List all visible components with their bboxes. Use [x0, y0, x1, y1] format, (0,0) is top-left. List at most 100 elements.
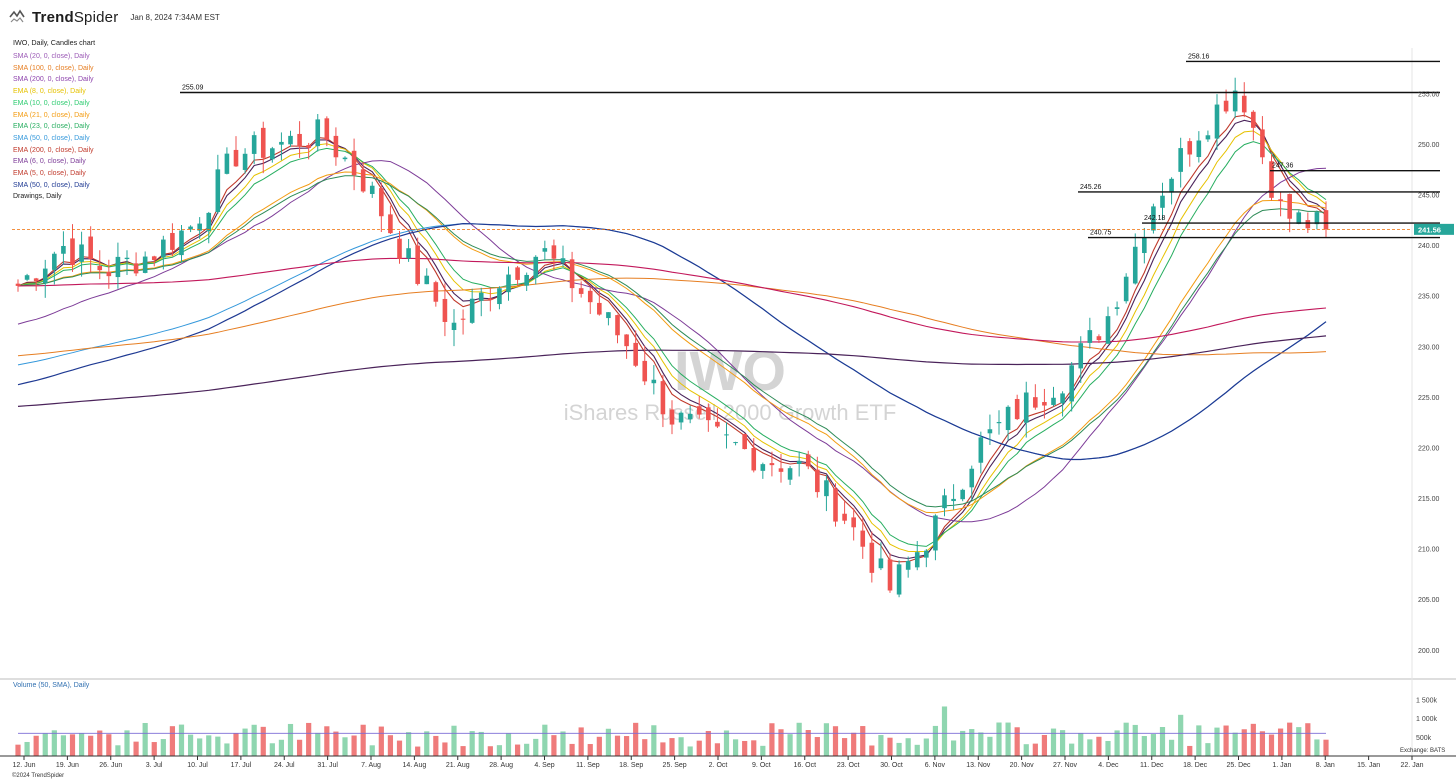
volume-bar	[760, 745, 766, 756]
volume-label: Volume (50, SMA), Daily	[13, 682, 90, 689]
chart-meta: IWO, Daily, Candles chart	[13, 38, 96, 47]
candle-body	[696, 406, 702, 415]
candle-body	[1014, 399, 1020, 420]
legend-item[interactable]: SMA (200, 0, close), Daily	[13, 76, 94, 84]
candle-body	[1151, 206, 1156, 231]
candle-body	[978, 437, 984, 463]
candle-body	[106, 271, 112, 277]
volume-bar	[1005, 722, 1011, 756]
volume-bar	[206, 735, 212, 756]
volume-bar	[905, 738, 911, 756]
time-tick-label: 21. Aug	[446, 762, 470, 769]
price-tick-label: 200.00	[1418, 648, 1440, 655]
time-tick-label: 11. Dec	[1140, 762, 1164, 769]
volume-bar	[823, 723, 830, 756]
candle-body	[433, 282, 439, 302]
time-tick-label: 25. Dec	[1226, 762, 1251, 769]
candle-body	[778, 468, 784, 472]
volume-bar	[560, 731, 566, 756]
price-tick-label: 230.00	[1418, 344, 1440, 351]
legend-item[interactable]: EMA (6, 0, close), Daily	[13, 158, 86, 166]
candle-body	[542, 248, 548, 252]
moving-average-line	[17, 114, 1327, 563]
volume-bar	[496, 745, 503, 756]
time-tick-label: 31. Jul	[317, 762, 338, 769]
volume-bar	[678, 737, 684, 756]
volume-bar	[751, 740, 757, 756]
candle-body	[1323, 210, 1329, 230]
legend-item[interactable]: SMA (50, 0, close), Daily	[13, 181, 90, 189]
price-tick-label: 205.00	[1418, 597, 1440, 604]
candle-body	[687, 413, 693, 420]
volume-bar	[197, 738, 203, 756]
legend-item[interactable]: SMA (20, 0, close), Daily	[13, 53, 90, 60]
candle-body	[651, 379, 657, 384]
legend-item[interactable]: Drawings, Daily	[13, 193, 62, 201]
candle-body	[960, 489, 965, 500]
volume-bar	[469, 731, 475, 756]
time-tick-label: 25. Sep	[663, 762, 687, 769]
legend-item[interactable]: SMA (50, 0, close), Daily	[13, 134, 90, 142]
volume-bar	[405, 732, 412, 756]
horizontal-level-label: 255.09	[182, 84, 204, 91]
candle-body	[1278, 199, 1283, 202]
volume-bar	[251, 724, 257, 756]
candle-body	[760, 464, 766, 471]
volume-bar	[1141, 736, 1147, 756]
horizontal-level-label: 247.36	[1272, 163, 1294, 170]
candle-body	[660, 381, 666, 415]
candle-body	[706, 407, 711, 421]
candle-body	[1178, 148, 1183, 172]
volume-bar	[841, 738, 848, 756]
price-axis[interactable]: 200.00 205.00 210.00 215.00 220.00 225.00 230.…	[1418, 91, 1440, 654]
candle-body	[1114, 307, 1120, 309]
candle-body	[333, 135, 339, 158]
volume-bar	[142, 722, 148, 756]
candle-body	[578, 288, 584, 294]
candle-body	[815, 469, 820, 493]
horizontal-levels: 258.16 255.09 247.36 245.26 242.18 240.75 241.…	[12, 53, 1454, 239]
volume-bar	[796, 722, 802, 756]
last-price-tag	[1414, 223, 1454, 235]
candle-body	[987, 429, 993, 434]
legend-item[interactable]: SMA (100, 0, close), Daily	[13, 64, 94, 72]
time-tick-label: 10. Jul	[187, 762, 208, 769]
time-axis[interactable]: 12. Jun 19. Jun 26. Jun 3. Jul 10. Jul 17. Ju…	[0, 755, 1456, 769]
volume-bar	[832, 726, 839, 756]
volume-bar	[296, 739, 303, 756]
last-price-label: 241.56	[1418, 225, 1441, 234]
candle-body	[1060, 393, 1065, 404]
candle-body	[597, 302, 602, 315]
candle-body	[97, 265, 103, 271]
candle-body	[242, 153, 248, 170]
legend-item[interactable]: EMA (5, 0, close), Daily	[13, 170, 86, 178]
candle-body	[924, 550, 929, 558]
legend-item[interactable]: EMA (8, 0, close), Daily	[13, 88, 86, 96]
candle-body	[733, 442, 738, 444]
candles	[15, 77, 1329, 598]
candle-body	[251, 135, 257, 154]
candle-body	[724, 434, 729, 436]
volume-bar	[851, 732, 857, 756]
candle-body	[942, 495, 947, 509]
volume-bar	[387, 735, 394, 756]
legend-item[interactable]: EMA (200, 0, close), Daily	[13, 146, 94, 154]
legend-item[interactable]: EMA (21, 0, close), Daily	[13, 111, 90, 119]
candle-body	[587, 290, 593, 303]
candle-body	[878, 558, 884, 569]
time-tick-label: 11. Sep	[576, 762, 600, 769]
time-tick-label: 27. Nov	[1053, 762, 1078, 769]
candle-body	[469, 298, 475, 323]
volume-bar	[569, 743, 575, 756]
time-tick-label: 16. Oct	[793, 762, 816, 769]
legend-item[interactable]: EMA (10, 0, close), Daily	[13, 99, 90, 107]
volume-bar	[1196, 725, 1202, 756]
time-tick-label: 13. Nov	[966, 762, 991, 769]
candle-body	[1096, 336, 1102, 341]
brand-name: TrendSpider	[32, 9, 118, 26]
legend-item[interactable]: EMA (23, 0, close), Daily	[13, 123, 90, 131]
volume-bar	[24, 741, 30, 756]
volume-bar	[69, 734, 76, 756]
volume-bar	[732, 739, 739, 756]
candle-body	[914, 552, 920, 568]
